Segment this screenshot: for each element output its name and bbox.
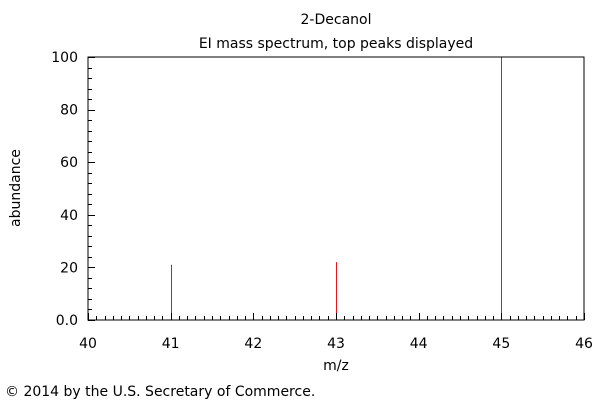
y-tick-label: 60 bbox=[60, 155, 78, 171]
x-tick-label: 44 bbox=[410, 336, 428, 352]
plot-frame bbox=[87, 56, 585, 321]
x-tick-label: 41 bbox=[162, 336, 180, 352]
x-axis-label: m/z bbox=[323, 358, 349, 374]
chart-title: 2-Decanol bbox=[301, 12, 372, 28]
x-tick-label: 45 bbox=[492, 336, 510, 352]
peaks-layer bbox=[171, 57, 502, 320]
chart-subtitle: EI mass spectrum, top peaks displayed bbox=[199, 36, 473, 52]
y-tick-label: 20 bbox=[60, 260, 78, 276]
y-tick-label: 100 bbox=[51, 50, 78, 66]
y-axis-label: abundance bbox=[8, 149, 24, 227]
y-tick-label: 80 bbox=[60, 103, 78, 119]
y-tick-label: 0.0 bbox=[56, 313, 78, 329]
x-tick-label: 40 bbox=[79, 336, 97, 352]
x-tick-label: 42 bbox=[244, 336, 262, 352]
x-tick-label: 43 bbox=[327, 336, 345, 352]
x-tick-label: 46 bbox=[575, 336, 593, 352]
copyright-text: © 2014 by the U.S. Secretary of Commerce… bbox=[5, 384, 315, 400]
y-tick-label: 40 bbox=[60, 208, 78, 224]
ticks-layer: 40 41 42 43 44 45 46 0.0 20 40 60 80 100 bbox=[51, 50, 593, 352]
